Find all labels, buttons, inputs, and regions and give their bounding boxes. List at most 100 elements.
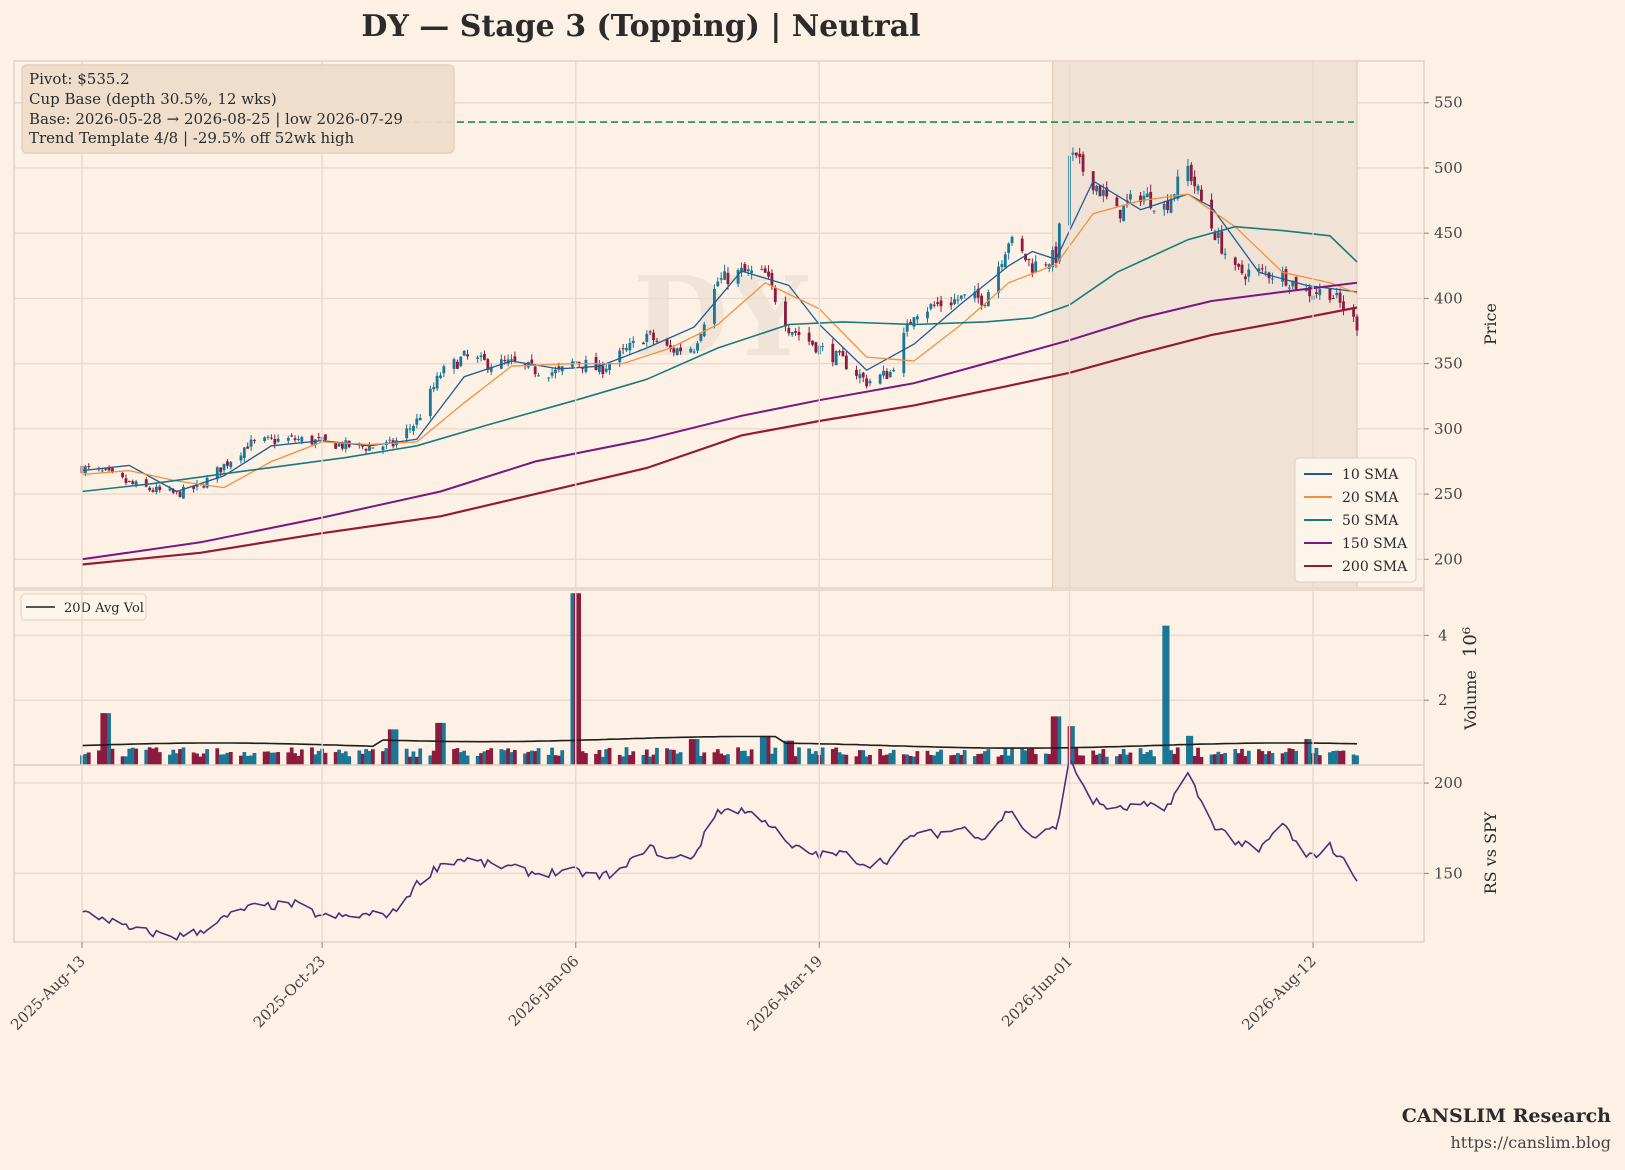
rs-tick-label: 150 — [1434, 864, 1463, 882]
candle-body — [855, 369, 858, 376]
volume-bar — [891, 749, 896, 765]
candle-body — [151, 490, 155, 492]
candle-body — [736, 269, 740, 284]
volume-bar — [1270, 753, 1275, 765]
price-tick-label: 500 — [1434, 159, 1463, 177]
price-frame — [13, 60, 1425, 589]
candle-body — [750, 270, 754, 273]
volume-bar — [1260, 751, 1265, 765]
volume-bar — [935, 751, 940, 765]
price-tick-label: 300 — [1434, 420, 1463, 438]
volume-bar — [1284, 752, 1288, 765]
avg-volume-line — [81, 735, 1358, 749]
candle-body — [1335, 292, 1339, 296]
candle-body — [111, 468, 114, 472]
volume-bar — [655, 747, 659, 765]
candle-body — [723, 271, 726, 280]
candle-body — [276, 438, 280, 442]
candle-body — [100, 470, 104, 472]
volume-bar — [526, 751, 531, 765]
candle-body — [442, 366, 446, 374]
candle-body — [1010, 236, 1014, 244]
candle-body — [885, 371, 889, 380]
candle-body — [107, 467, 111, 471]
volume-bar — [384, 748, 389, 765]
volume-bar — [671, 749, 676, 765]
candle-body — [263, 437, 267, 441]
candle-body — [533, 366, 537, 375]
price-tick-label: 550 — [1434, 94, 1463, 112]
volume-bar — [1104, 756, 1109, 765]
rs-axis-label: RS vs SPY — [1481, 811, 1500, 894]
candle-body — [527, 362, 530, 368]
candle-body — [266, 436, 270, 438]
candle-body — [1243, 276, 1247, 280]
price-axis-label: Price — [1481, 303, 1500, 345]
candle-body — [963, 294, 967, 296]
candle-body — [293, 438, 297, 440]
volume-bar — [523, 753, 527, 765]
volume-bar — [715, 749, 720, 765]
candle-body — [1352, 308, 1356, 317]
volume-bar — [174, 753, 179, 765]
volume-bar — [465, 755, 470, 765]
volume-bar — [736, 747, 740, 765]
candle-body — [1223, 253, 1227, 255]
candle-body — [547, 377, 551, 379]
volume-bar — [651, 754, 656, 765]
candle-body — [405, 428, 409, 439]
candle-body — [1071, 152, 1075, 155]
candle-body — [178, 491, 182, 498]
volume-bar — [807, 748, 812, 765]
volume-bar — [428, 755, 433, 765]
volume-bar — [239, 755, 243, 765]
candle-body — [503, 359, 507, 362]
candle-body — [455, 361, 459, 369]
info-line-pivot: Pivot: $535.2 — [29, 70, 130, 88]
candle-body — [239, 455, 243, 461]
volume-axis-label: Volume — [1461, 670, 1480, 731]
volume-bar — [770, 753, 774, 765]
candle-body — [462, 350, 466, 356]
volume-bar — [688, 739, 693, 765]
volume-bar — [837, 752, 842, 765]
candle-body — [286, 438, 290, 441]
volume-bar — [134, 748, 139, 765]
candle-body — [625, 347, 628, 351]
volume-bar — [1355, 755, 1359, 765]
volume-bar — [1263, 754, 1268, 765]
candle-body — [844, 355, 848, 370]
candle-body — [912, 317, 916, 327]
volume-bar — [678, 752, 683, 765]
volume-bar — [830, 749, 835, 765]
candle-body — [689, 348, 693, 353]
candle-body — [628, 342, 632, 351]
candle-body — [858, 374, 862, 379]
volume-bar — [556, 755, 561, 765]
candle-body — [932, 304, 936, 306]
candle-body — [672, 348, 676, 353]
volume-bar — [509, 752, 514, 765]
candle-body — [915, 316, 919, 320]
volume-bar — [1223, 752, 1227, 765]
volume-bar — [1098, 753, 1102, 765]
volume-bar — [1114, 756, 1119, 765]
volume-bar — [394, 729, 399, 765]
volume-bar — [915, 751, 920, 765]
volume-bar — [580, 751, 585, 765]
volume-bar — [272, 752, 277, 765]
volume-bar — [404, 748, 409, 765]
volume-bar — [347, 756, 352, 765]
candle-body — [743, 264, 747, 272]
volume-bar — [441, 722, 446, 765]
candle-body — [669, 345, 672, 349]
candle-body — [868, 381, 872, 384]
candle-body — [811, 340, 814, 345]
candle-body — [489, 367, 493, 372]
candle-body — [794, 331, 798, 333]
candle-body — [226, 461, 229, 466]
brand-url[interactable]: https://canslim.blog — [1450, 1133, 1611, 1152]
candle-body — [388, 439, 392, 441]
volume-bar — [171, 749, 176, 765]
volume-bar — [766, 735, 771, 765]
